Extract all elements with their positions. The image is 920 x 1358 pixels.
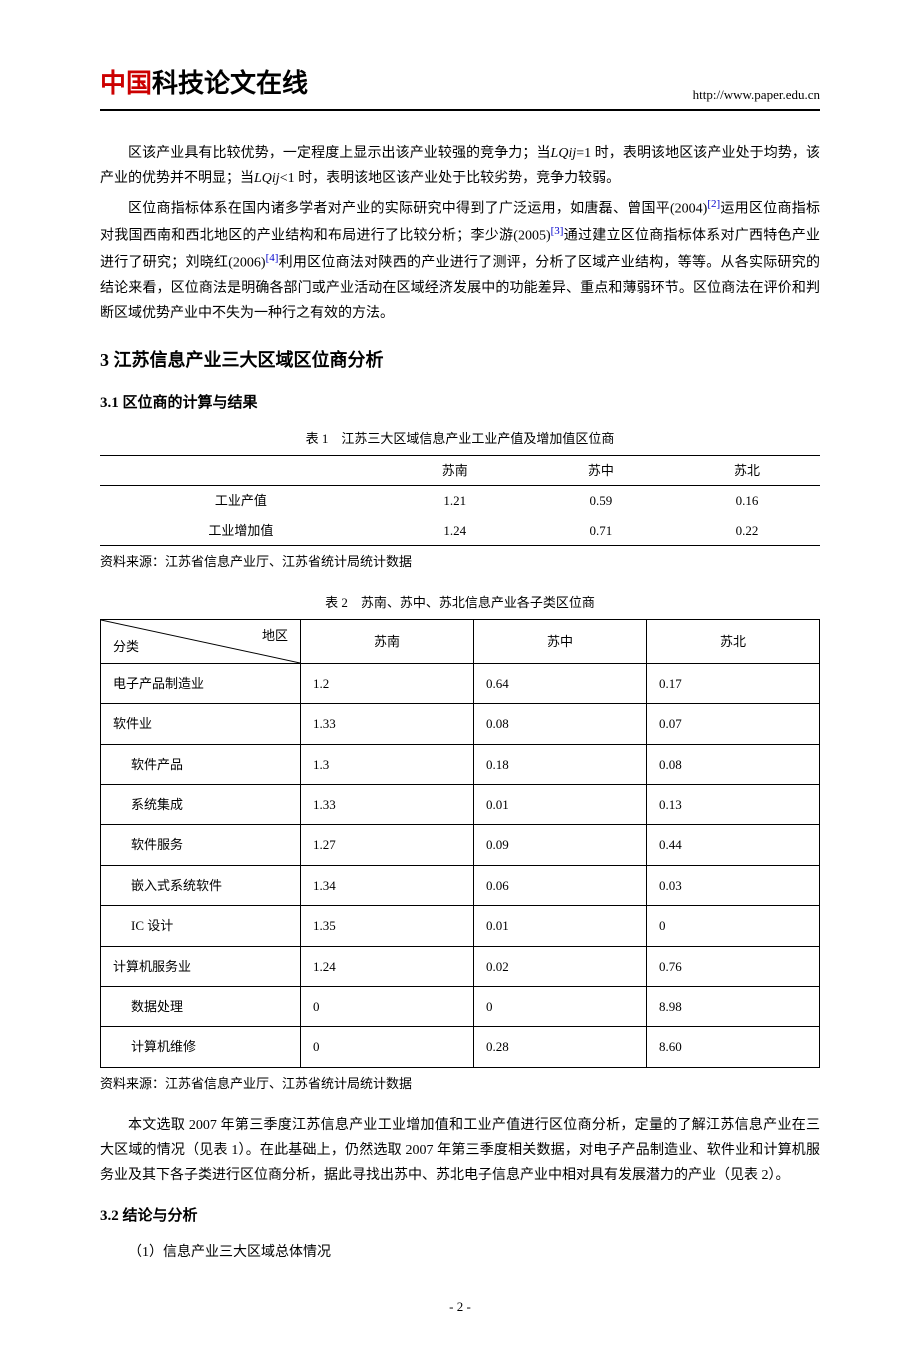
site-logo: 中国 科技论文在线 — [100, 60, 308, 107]
table2-diag-header: 地区 分类 — [101, 619, 301, 663]
table-row: IC 设计1.350.010 — [101, 906, 820, 946]
table-row: 计算机维修00.288.60 — [101, 1027, 820, 1067]
table2-title: 表 2 苏南、苏中、苏北信息产业各子类区位商 — [100, 591, 820, 614]
table-row: 软件服务1.270.090.44 — [101, 825, 820, 865]
logo-text-black: 科技论文在线 — [152, 60, 308, 107]
table-cell-label: 系统集成 — [101, 784, 301, 824]
diag-bot-label: 分类 — [113, 635, 139, 658]
header-url: http://www.paper.edu.cn — [693, 83, 820, 106]
table-cell: 0.18 — [474, 744, 647, 784]
table-cell: 0 — [474, 986, 647, 1026]
diag-top-label: 地区 — [262, 624, 288, 647]
table-cell-label: IC 设计 — [101, 906, 301, 946]
table-row: 工业增加值1.240.710.22 — [100, 516, 820, 546]
table-row: 数据处理008.98 — [101, 986, 820, 1026]
subsection-heading-3-1: 3.1 区位商的计算与结果 — [100, 390, 820, 417]
section-heading-3: 3 江苏信息产业三大区域区位商分析 — [100, 344, 820, 376]
table-cell: 0.07 — [647, 704, 820, 744]
table-2: 地区 分类 苏南 苏中 苏北 电子产品制造业1.20.640.17软件业1.33… — [100, 619, 820, 1068]
table-cell: 1.27 — [301, 825, 474, 865]
table-cell-label: 软件业 — [101, 704, 301, 744]
table-cell: 8.60 — [647, 1027, 820, 1067]
paragraph-3: 本文选取 2007 年第三季度江苏信息产业工业增加值和工业产值进行区位商分析，定… — [100, 1113, 820, 1189]
table1-header-row: 苏南 苏中 苏北 — [100, 455, 820, 485]
text: 区该产业具有比较优势，一定程度上显示出该产业较强的竞争力；当 — [128, 146, 551, 161]
table1-h1: 苏南 — [382, 455, 528, 485]
table1-source: 资料来源：江苏省信息产业厅、江苏省统计局统计数据 — [100, 550, 820, 573]
table-cell: 0.01 — [474, 906, 647, 946]
table-row: 软件业1.330.080.07 — [101, 704, 820, 744]
citation-3: [3] — [551, 225, 564, 237]
text: <1 时，表明该地区该产业处于比较劣势，竞争力较弱。 — [280, 171, 620, 186]
table-cell-label: 电子产品制造业 — [101, 663, 301, 703]
table-row: 嵌入式系统软件1.340.060.03 — [101, 865, 820, 905]
table1-h3: 苏北 — [674, 455, 820, 485]
table-cell: 0.08 — [647, 744, 820, 784]
table-cell: 0 — [647, 906, 820, 946]
table2-h2: 苏中 — [474, 619, 647, 663]
table-row: 工业产值1.210.590.16 — [100, 486, 820, 516]
table-cell: 工业增加值 — [100, 516, 382, 546]
table-cell: 0.01 — [474, 784, 647, 824]
formula-lq-2: LQij — [254, 171, 280, 186]
table2-h3: 苏北 — [647, 619, 820, 663]
citation-4: [4] — [266, 252, 279, 264]
table-cell: 1.21 — [382, 486, 528, 516]
table-cell: 0.08 — [474, 704, 647, 744]
table-cell: 1.34 — [301, 865, 474, 905]
table-cell: 0.28 — [474, 1027, 647, 1067]
table-row: 计算机服务业1.240.020.76 — [101, 946, 820, 986]
table-cell: 0.06 — [474, 865, 647, 905]
table-cell: 0.17 — [647, 663, 820, 703]
table-cell: 8.98 — [647, 986, 820, 1026]
table-cell: 0.09 — [474, 825, 647, 865]
table-cell: 0.44 — [647, 825, 820, 865]
table-cell: 1.24 — [301, 946, 474, 986]
text: 区位商指标体系在国内诸多学者对产业的实际研究中得到了广泛运用，如唐磊、曾国平(2… — [128, 202, 707, 217]
table-cell: 0.02 — [474, 946, 647, 986]
table-cell: 1.3 — [301, 744, 474, 784]
table-cell: 1.2 — [301, 663, 474, 703]
table-cell: 0.71 — [528, 516, 674, 546]
paragraph-2: 区位商指标体系在国内诸多学者对产业的实际研究中得到了广泛运用，如唐磊、曾国平(2… — [100, 195, 820, 326]
table-row: 系统集成1.330.010.13 — [101, 784, 820, 824]
table2-source: 资料来源：江苏省信息产业厅、江苏省统计局统计数据 — [100, 1072, 820, 1095]
paragraph-1: 区该产业具有比较优势，一定程度上显示出该产业较强的竞争力；当LQij=1 时，表… — [100, 141, 820, 191]
table-1: 苏南 苏中 苏北 工业产值1.210.590.16工业增加值1.240.710.… — [100, 455, 820, 546]
page-number: - 2 - — [100, 1295, 820, 1318]
table-cell: 1.33 — [301, 784, 474, 824]
table-cell: 工业产值 — [100, 486, 382, 516]
table2-header-row: 地区 分类 苏南 苏中 苏北 — [101, 619, 820, 663]
table-cell: 0.03 — [647, 865, 820, 905]
table-cell-label: 软件服务 — [101, 825, 301, 865]
table-cell: 1.24 — [382, 516, 528, 546]
table-row: 软件产品1.30.180.08 — [101, 744, 820, 784]
table-cell-label: 计算机服务业 — [101, 946, 301, 986]
table-cell: 0.16 — [674, 486, 820, 516]
table-cell: 0 — [301, 986, 474, 1026]
formula-lq-1: LQij — [551, 146, 577, 161]
table-cell: 0.59 — [528, 486, 674, 516]
table-cell: 1.35 — [301, 906, 474, 946]
subsection-heading-3-2: 3.2 结论与分析 — [100, 1203, 820, 1230]
citation-2: [2] — [707, 198, 720, 210]
table-cell: 0.22 — [674, 516, 820, 546]
table1-title: 表 1 江苏三大区域信息产业工业产值及增加值区位商 — [100, 427, 820, 450]
table2-h1: 苏南 — [301, 619, 474, 663]
table-cell: 0.64 — [474, 663, 647, 703]
logo-text-red: 中国 — [100, 60, 152, 107]
table1-h0 — [100, 455, 382, 485]
paragraph-4: （1）信息产业三大区域总体情况 — [100, 1240, 820, 1265]
table-cell-label: 软件产品 — [101, 744, 301, 784]
table-cell-label: 计算机维修 — [101, 1027, 301, 1067]
table1-h2: 苏中 — [528, 455, 674, 485]
table-cell-label: 数据处理 — [101, 986, 301, 1026]
table-cell: 1.33 — [301, 704, 474, 744]
table-row: 电子产品制造业1.20.640.17 — [101, 663, 820, 703]
table-cell-label: 嵌入式系统软件 — [101, 865, 301, 905]
table-cell: 0.13 — [647, 784, 820, 824]
page-header: 中国 科技论文在线 http://www.paper.edu.cn — [100, 60, 820, 111]
table-cell: 0 — [301, 1027, 474, 1067]
table-cell: 0.76 — [647, 946, 820, 986]
